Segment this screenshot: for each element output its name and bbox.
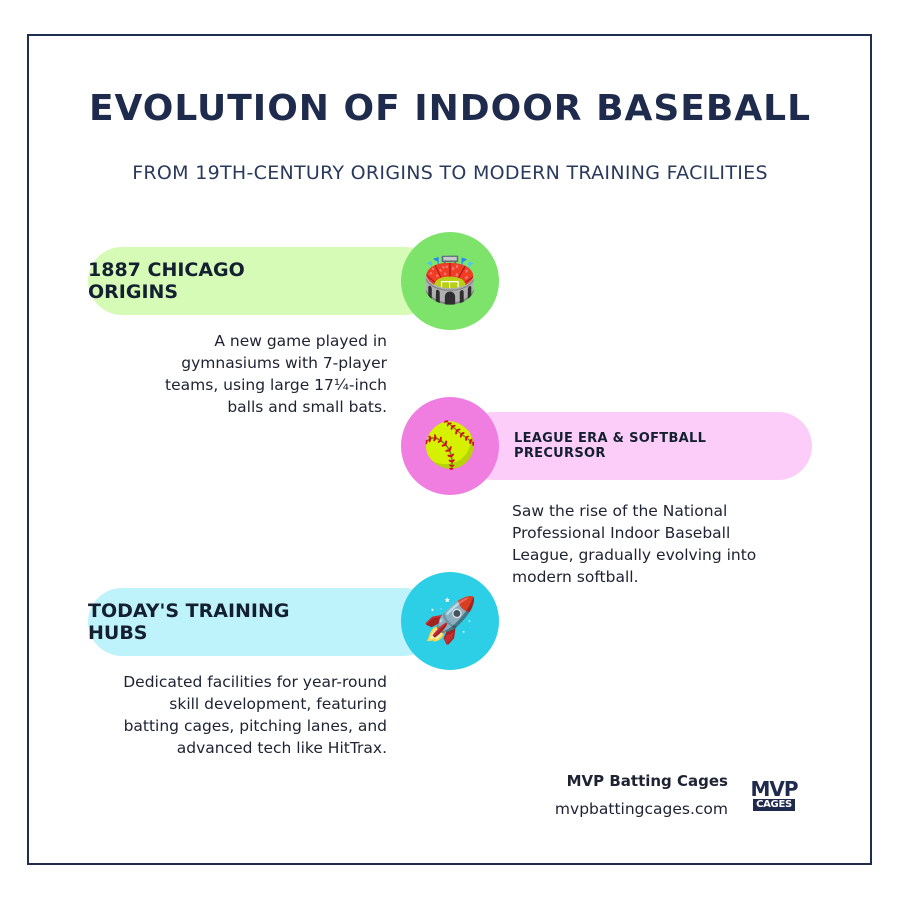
- stage-3-description: Dedicated facilities for year-round skil…: [123, 671, 387, 759]
- stage-2-label-line: LEAGUE ERA & SOFTBALL: [514, 431, 707, 446]
- rocket-icon: 🚀: [422, 595, 478, 646]
- stage-2-description-line: Saw the rise of the National: [512, 502, 728, 520]
- stage-2-description: Saw the rise of the National Professiona…: [512, 500, 756, 588]
- stage-2-pill: LEAGUE ERA & SOFTBALL PRECURSOR: [460, 412, 812, 480]
- stage-3-description-line: batting cages, pitching lanes, and: [123, 717, 387, 735]
- page-title: EVOLUTION OF INDOOR BASEBALL: [88, 88, 812, 129]
- stage-3-label: TODAY'S TRAINING HUBS: [88, 600, 290, 644]
- stage-3-pill: TODAY'S TRAINING HUBS: [88, 588, 438, 656]
- stage-3-description-line: advanced tech like HitTrax.: [176, 739, 387, 757]
- stage-2-description-line: League, gradually evolving into: [512, 546, 757, 564]
- stage-1-pill: 1887 CHICAGO ORIGINS: [88, 247, 438, 315]
- stage-2-label-line: PRECURSOR: [514, 446, 606, 461]
- brand-name: MVP Batting Cages: [566, 772, 728, 790]
- stage-1-description: A new game played in gymnasiums with 7-p…: [165, 330, 387, 418]
- logo-mvp-text: MVP: [750, 777, 798, 801]
- stage-3-description-line: skill development, featuring: [169, 695, 387, 713]
- stage-3-description-line: Dedicated facilities for year-round: [123, 673, 387, 691]
- infographic-frame: [27, 34, 872, 865]
- stadium-icon: 🏟️: [422, 255, 478, 306]
- stage-2-description-line: modern softball.: [512, 568, 639, 586]
- stage-2-label: LEAGUE ERA & SOFTBALL PRECURSOR: [514, 431, 706, 461]
- page-subtitle: FROM 19TH-CENTURY ORIGINS TO MODERN TRAI…: [132, 162, 768, 184]
- brand-url[interactable]: mvpbattingcages.com: [554, 800, 728, 818]
- stage-1-description-line: balls and small bats.: [227, 398, 387, 416]
- stage-2-description-line: Professional Indoor Baseball: [512, 524, 731, 542]
- softball-icon: 🥎: [422, 420, 478, 471]
- stage-3-circle: 🚀: [401, 572, 499, 670]
- stage-1-circle: 🏟️: [401, 232, 499, 330]
- stage-1-description-line: gymnasiums with 7-player: [181, 354, 387, 372]
- stage-1-label: 1887 CHICAGO ORIGINS: [88, 259, 245, 303]
- mvp-cages-logo: MVP CAGES: [750, 776, 799, 814]
- stage-2-circle: 🥎: [401, 397, 499, 495]
- stage-1-description-line: teams, using large 17¼-inch: [165, 376, 387, 394]
- logo-cages-text: CAGES: [753, 799, 795, 811]
- stage-1-description-line: A new game played in: [214, 332, 387, 350]
